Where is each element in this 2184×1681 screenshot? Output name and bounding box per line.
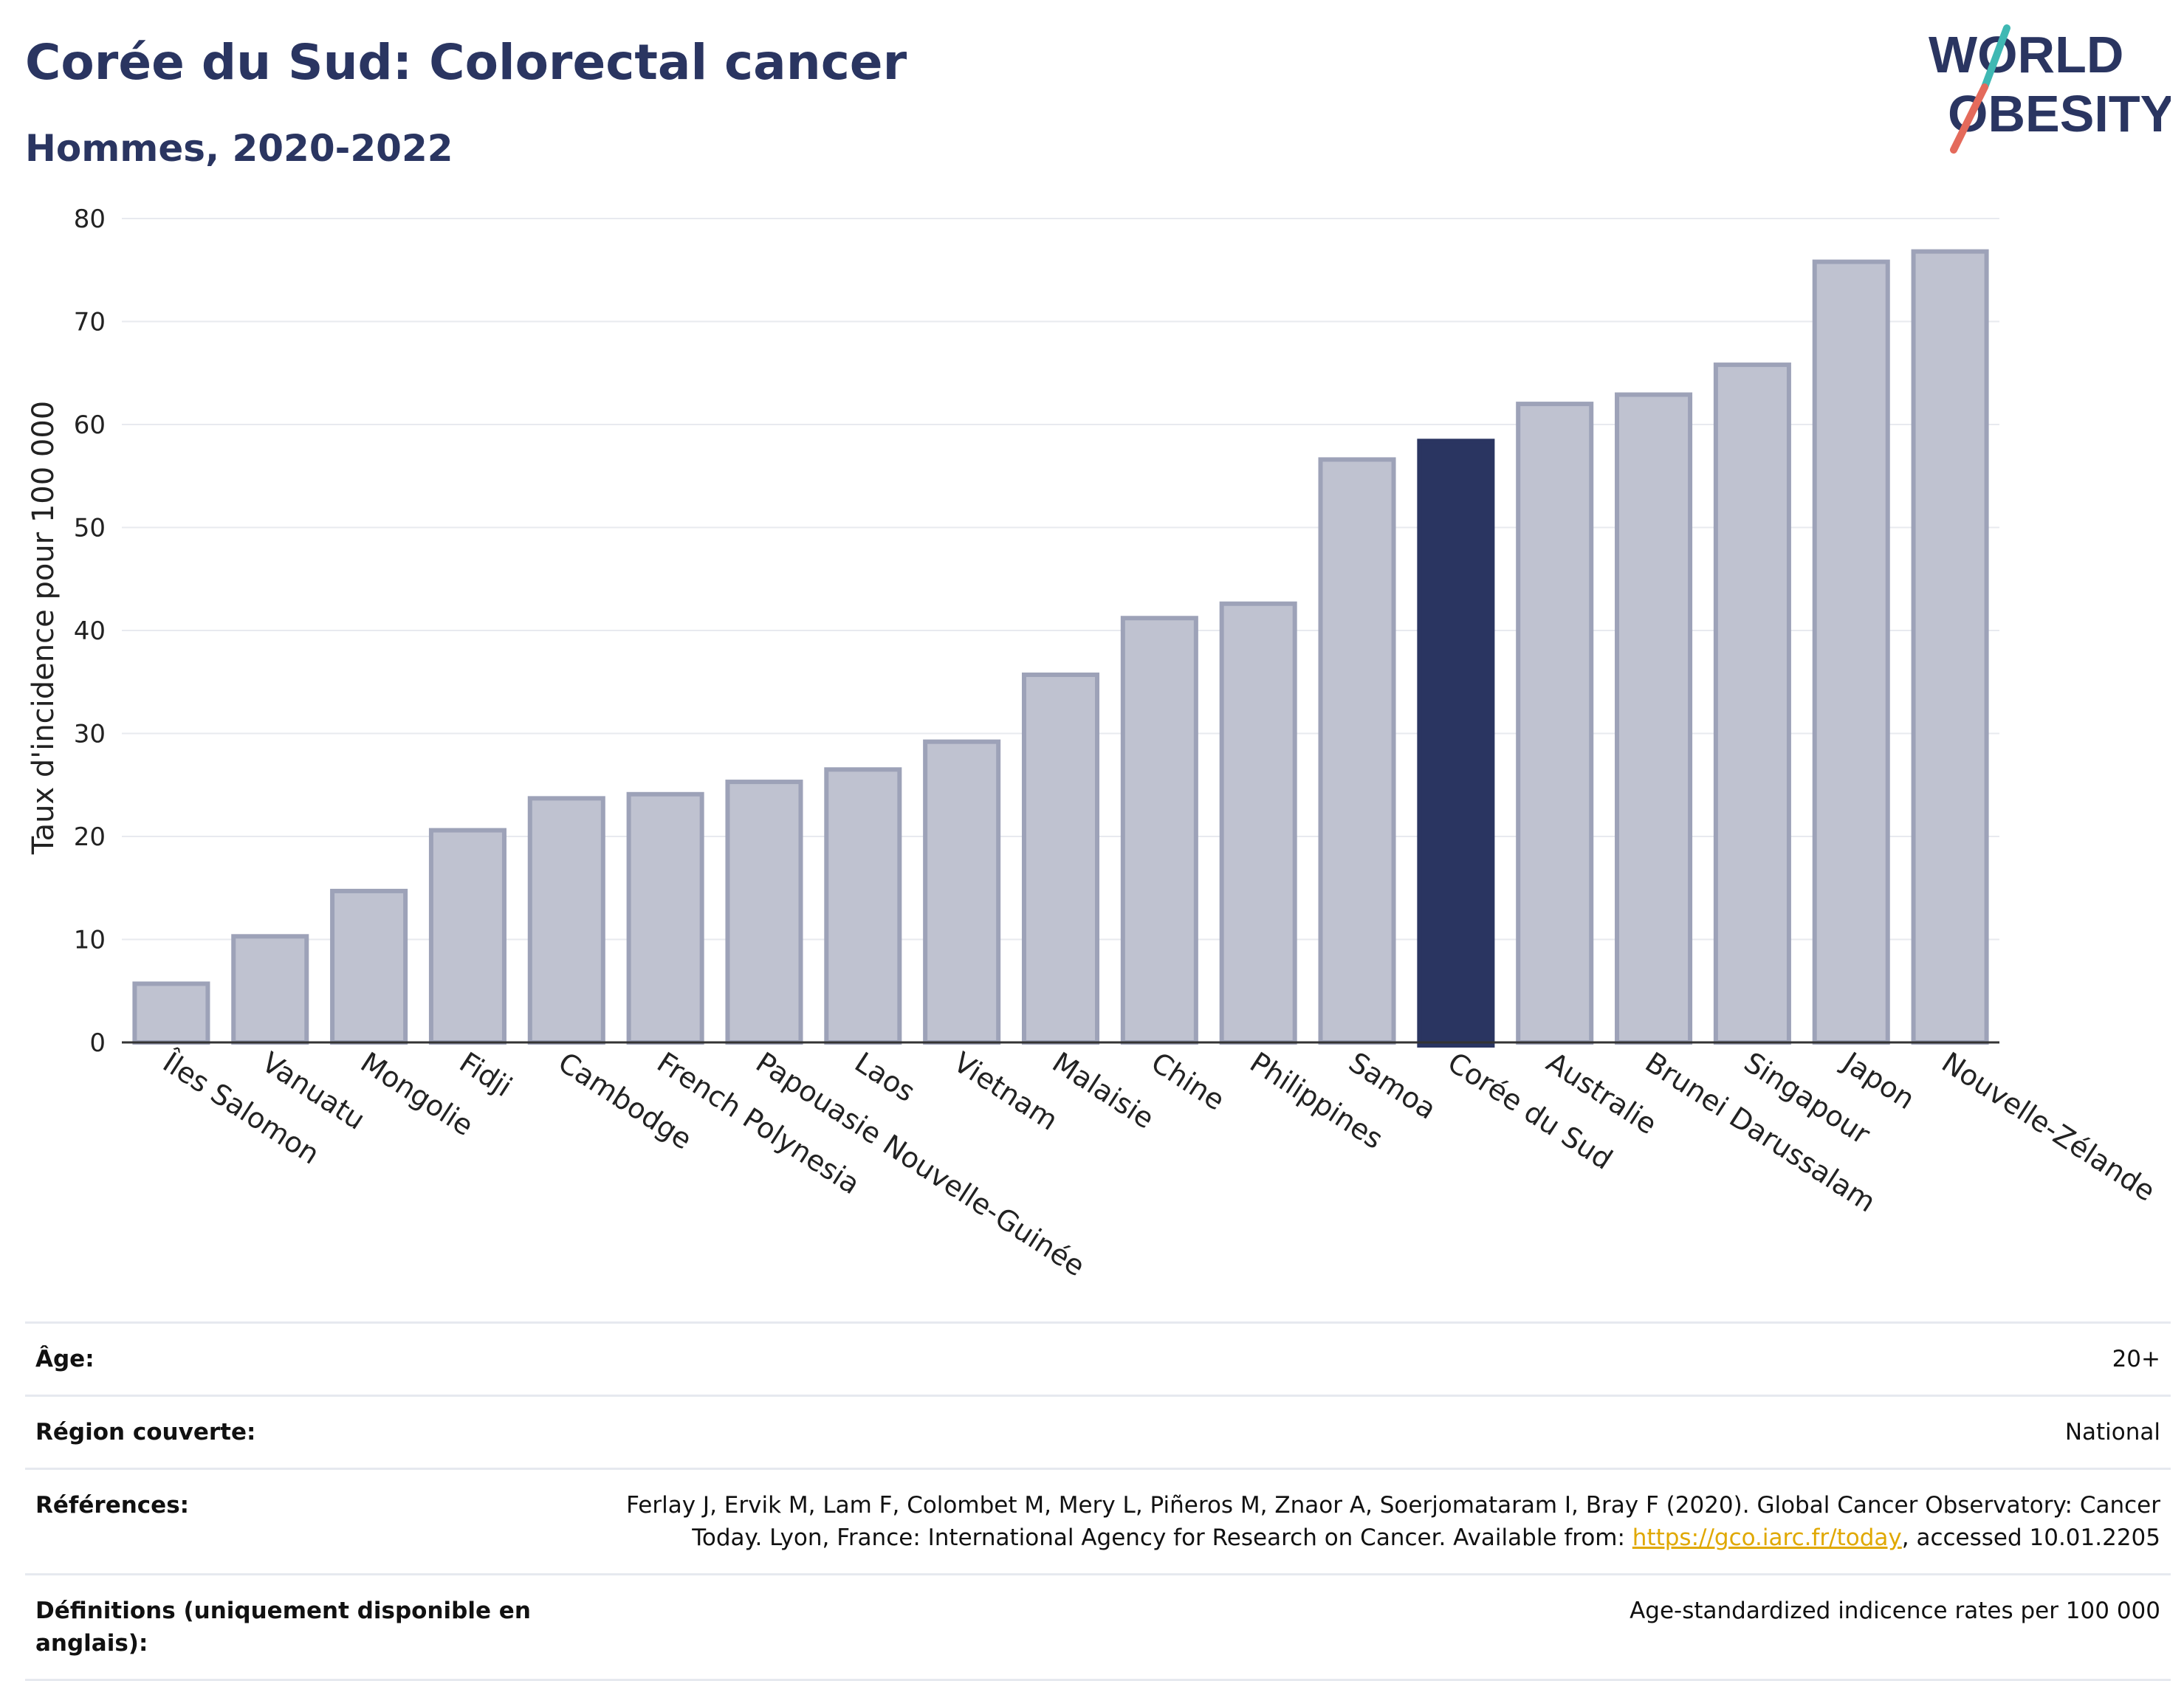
x-tick-label: Vietnam bbox=[948, 1046, 1064, 1137]
y-tick-label: 40 bbox=[74, 616, 106, 646]
chart-subtitle: Hommes, 2020-2022 bbox=[25, 127, 453, 170]
logo-slash-coral bbox=[1950, 83, 1988, 154]
y-tick-label: 80 bbox=[74, 204, 106, 234]
y-tick-label: 50 bbox=[74, 514, 106, 543]
bar bbox=[626, 791, 704, 1045]
x-tick-label: Nouvelle-Zélande bbox=[1936, 1046, 2161, 1208]
x-tick-label: Corée du Sud bbox=[1442, 1046, 1618, 1176]
y-tick-label: 60 bbox=[74, 410, 106, 440]
meta-row-definitions: Définitions (uniquement disponible en an… bbox=[25, 1573, 2171, 1681]
age-value: 20+ bbox=[2112, 1346, 2160, 1372]
bar bbox=[1812, 259, 1890, 1045]
bar bbox=[231, 934, 309, 1045]
y-tick-label: 70 bbox=[74, 308, 106, 337]
age-label: Âge: bbox=[35, 1346, 95, 1372]
bar bbox=[527, 796, 605, 1045]
x-tick-label: Mongolie bbox=[355, 1046, 479, 1143]
bar bbox=[1615, 392, 1693, 1045]
references-text-2: , accessed 10.01.2205 bbox=[1901, 1524, 2160, 1551]
bar bbox=[1911, 249, 1989, 1045]
bar bbox=[1318, 457, 1396, 1045]
meta-row-region: Région couverte: National bbox=[25, 1395, 2171, 1468]
bar bbox=[132, 981, 210, 1045]
x-tick-label: Laos bbox=[849, 1046, 921, 1109]
logo-slash-teal bbox=[1981, 24, 2010, 91]
bar bbox=[1219, 601, 1297, 1045]
y-tick-label: 30 bbox=[74, 720, 106, 749]
definitions-value: Age-standardized indicence rates per 100… bbox=[1630, 1598, 2160, 1624]
logo-text-world: WORLD bbox=[1929, 26, 2123, 83]
bar bbox=[1021, 672, 1100, 1045]
bar bbox=[1713, 362, 1791, 1045]
bar bbox=[330, 888, 408, 1045]
bar bbox=[1417, 439, 1495, 1048]
bars bbox=[122, 249, 1999, 1048]
meta-row-age: Âge: 20+ bbox=[25, 1321, 2171, 1395]
bar bbox=[1120, 616, 1198, 1045]
meta-row-references: Références: Ferlay J, Ervik M, Lam F, Co… bbox=[25, 1468, 2171, 1573]
x-tick-label: Fidji bbox=[454, 1046, 518, 1104]
references-link[interactable]: https://gco.iarc.fr/today bbox=[1632, 1524, 1902, 1551]
region-label: Région couverte: bbox=[35, 1419, 256, 1445]
references-value: Ferlay J, Ervik M, Lam F, Colombet M, Me… bbox=[610, 1489, 2160, 1554]
definitions-label: Définitions (uniquement disponible en an… bbox=[35, 1598, 531, 1657]
y-axis-label: Taux d'incidence pour 100 000 bbox=[27, 401, 61, 855]
references-text-1: Ferlay J, Ervik M, Lam F, Colombet M, Me… bbox=[626, 1492, 2160, 1551]
chart-title: Corée du Sud: Colorectal cancer bbox=[25, 34, 907, 91]
y-axis-ticks: 0 10 20 30 40 50 60 70 80 bbox=[74, 204, 106, 1058]
y-tick-label: 0 bbox=[89, 1028, 106, 1058]
region-value: National bbox=[2064, 1419, 2160, 1445]
y-tick-label: 10 bbox=[74, 926, 106, 955]
bar bbox=[824, 767, 902, 1045]
references-label: Références: bbox=[35, 1492, 190, 1519]
bar bbox=[428, 828, 506, 1045]
world-obesity-logo: WORLD OBESITY bbox=[1929, 24, 2171, 154]
bar bbox=[923, 739, 1001, 1045]
bar-chart: 0 10 20 30 40 50 60 70 80 Îles SalomonVanuatuMon… bbox=[27, 204, 2161, 1283]
y-tick-label: 20 bbox=[74, 822, 106, 852]
bar bbox=[1516, 402, 1594, 1045]
x-tick-label: Malaisie bbox=[1047, 1046, 1160, 1135]
bar bbox=[725, 780, 803, 1045]
metadata-table: Âge: 20+ Région couverte: National Référ… bbox=[25, 1321, 2171, 1681]
